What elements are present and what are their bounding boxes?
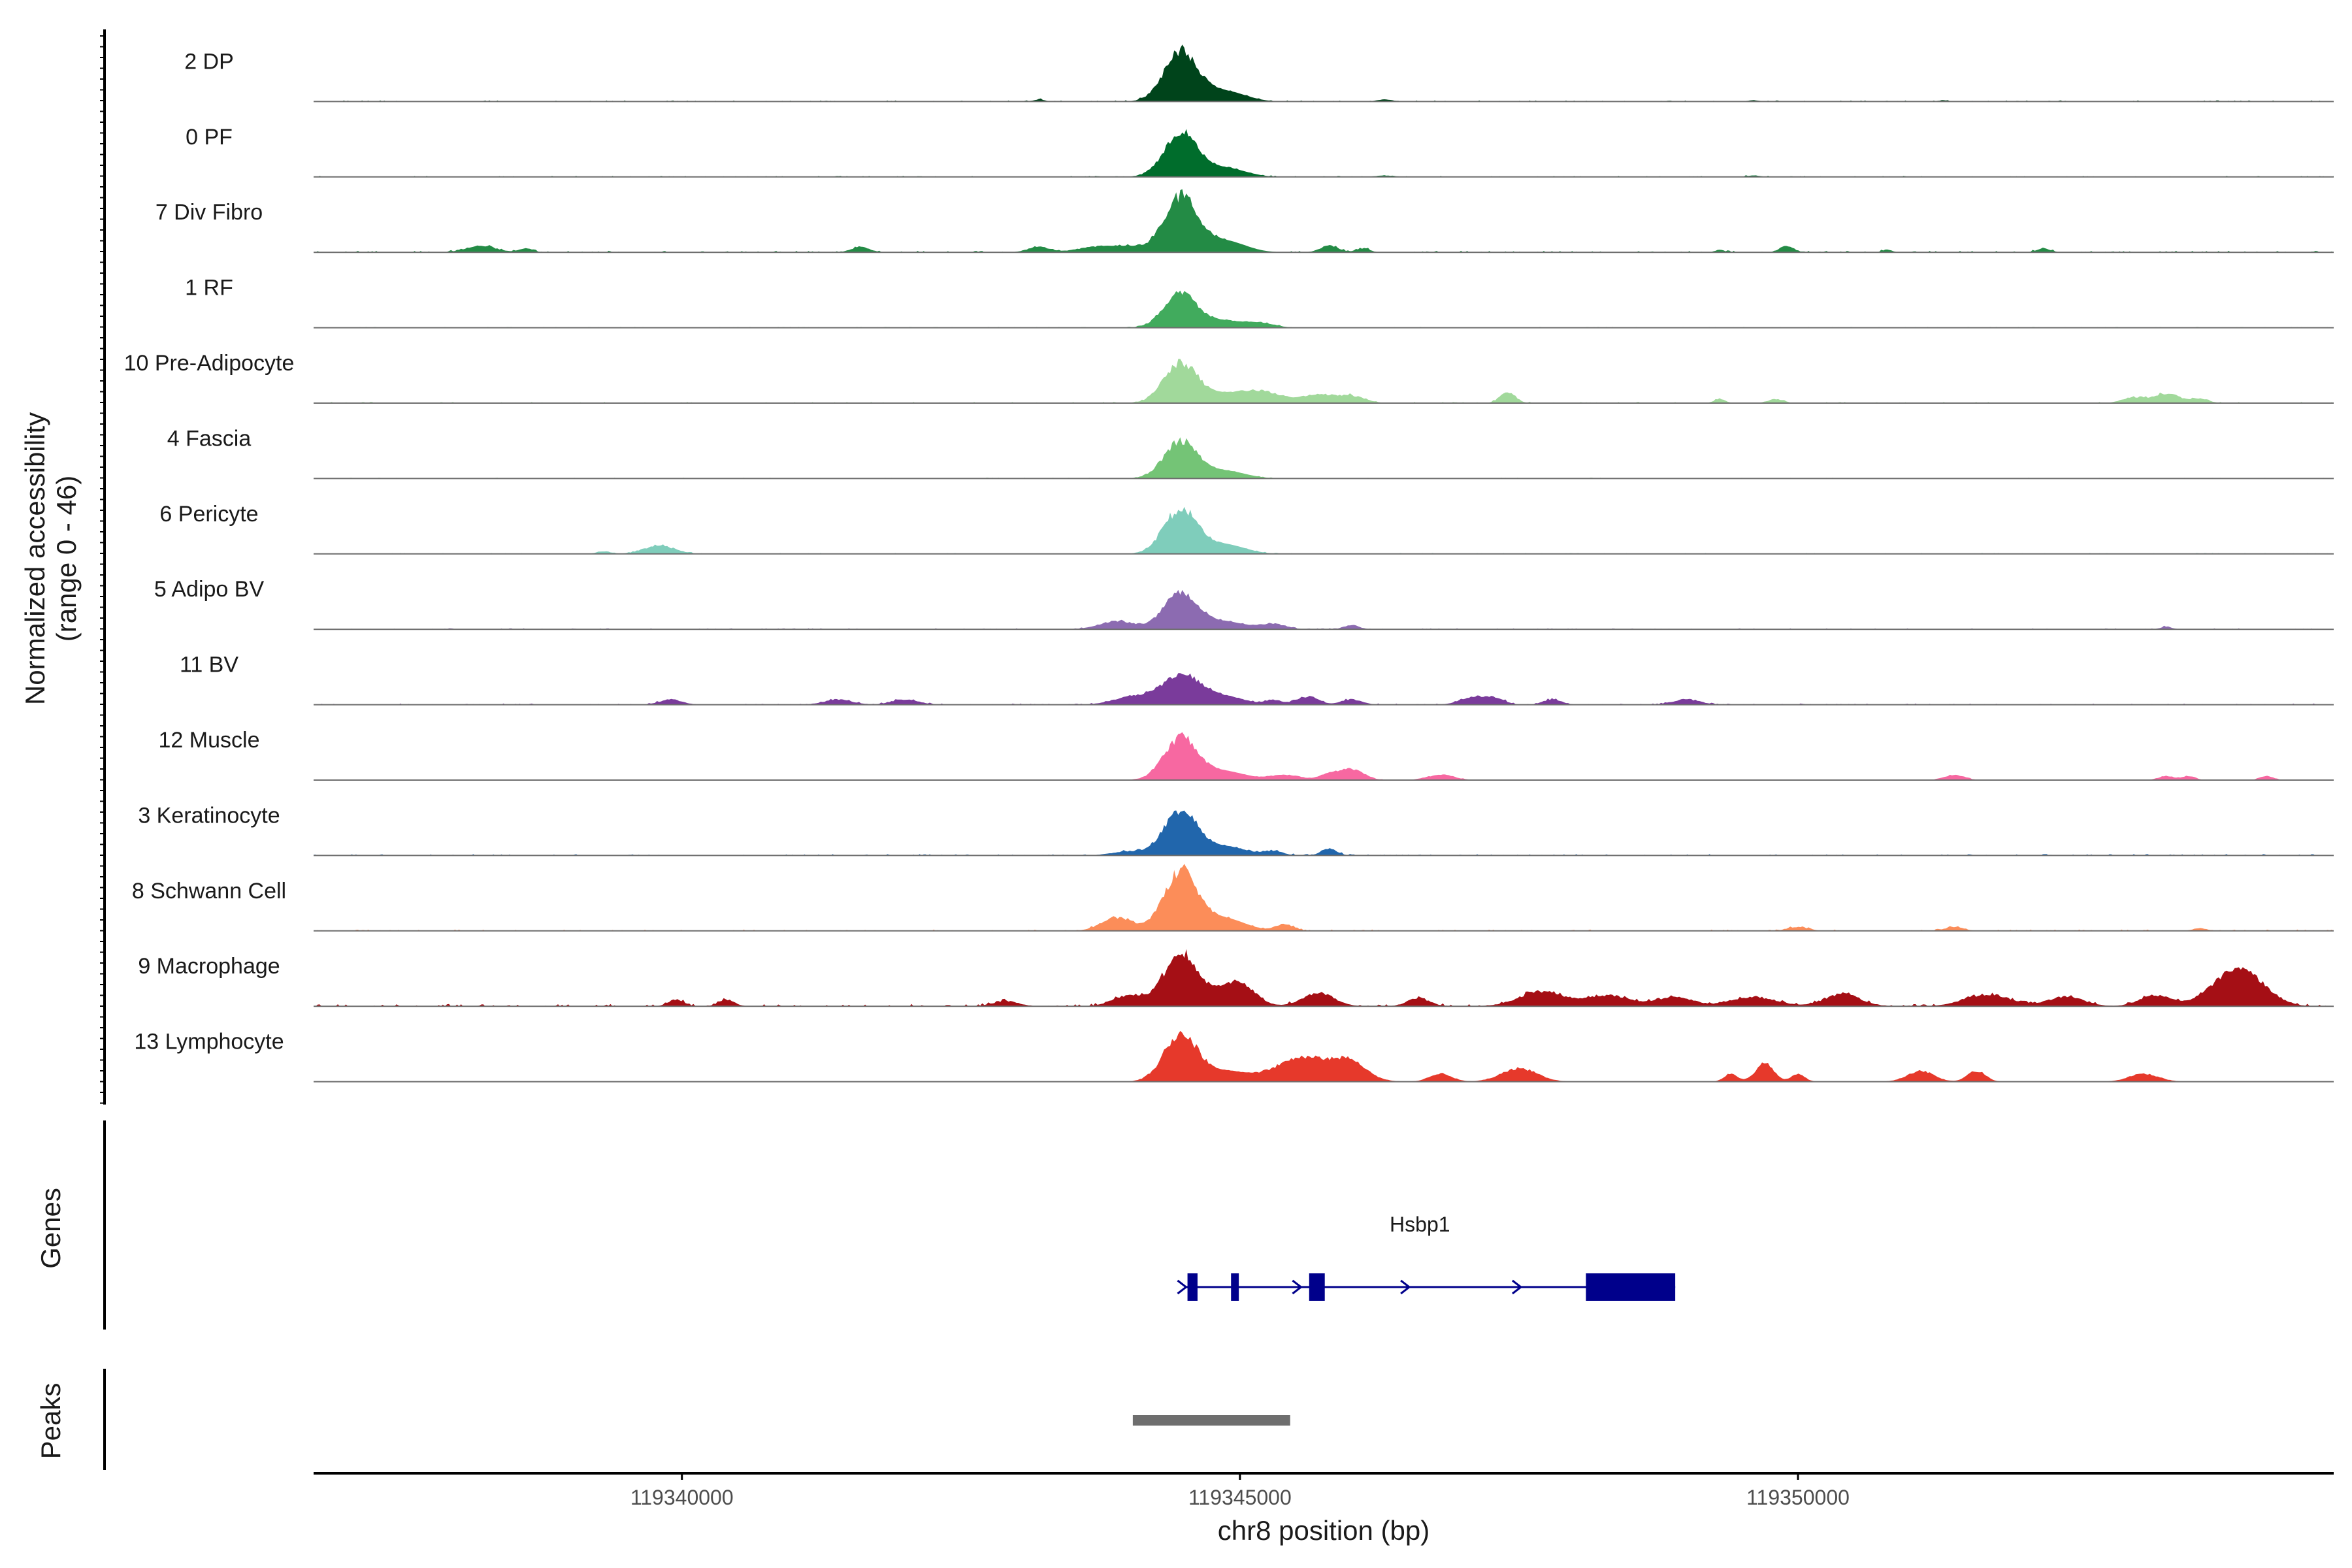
track-coverage-area xyxy=(314,44,2334,102)
track-label: 2 DP xyxy=(184,49,234,74)
track-3: 1 RF xyxy=(185,276,2334,329)
track-2: 7 Div Fibro xyxy=(155,189,2334,253)
track-label: 11 BV xyxy=(180,653,238,678)
track-label: 0 PF xyxy=(186,125,233,150)
track-coverage-area xyxy=(314,949,2334,1007)
track-label: 1 RF xyxy=(185,276,233,301)
gene-strand-arrow xyxy=(1400,1279,1411,1295)
gene-name-label: Hsbp1 xyxy=(1390,1213,1450,1236)
track-coverage-area xyxy=(314,732,2334,780)
track-1: 0 PF xyxy=(186,125,2334,178)
track-label: 7 Div Fibro xyxy=(155,200,263,225)
y-axis-title-line1: Normalized accessibility xyxy=(20,412,50,705)
x-tick-label: 119345000 xyxy=(1188,1486,1292,1509)
peak-region xyxy=(1132,1415,1290,1426)
track-coverage-area xyxy=(314,129,2334,177)
track-5: 4 Fascia xyxy=(167,426,2334,480)
track-label: 10 Pre-Adipocyte xyxy=(124,351,295,376)
track-10: 3 Keratinocyte xyxy=(138,803,2334,857)
gene-strand-arrow xyxy=(1177,1279,1188,1295)
coverage-y-axis xyxy=(100,29,106,1105)
track-coverage-area xyxy=(314,810,2334,856)
track-coverage-area xyxy=(314,589,2334,630)
track-label: 12 Muscle xyxy=(159,728,260,753)
track-8: 11 BV xyxy=(180,653,2334,706)
track-coverage-area xyxy=(314,290,2334,328)
x-axis-ticks: 119340000 119345000 119350000 xyxy=(630,1473,1850,1509)
genes-panel-title: Genes xyxy=(35,1188,66,1269)
gene-exon xyxy=(1309,1273,1325,1301)
track-4: 10 Pre-Adipocyte xyxy=(124,351,2334,404)
x-tick-label: 119340000 xyxy=(630,1486,734,1509)
gene-exon xyxy=(1187,1273,1198,1301)
gene-exon xyxy=(1586,1273,1676,1301)
track-label: 8 Schwann Cell xyxy=(132,879,286,904)
track-label: 3 Keratinocyte xyxy=(138,803,280,828)
track-13: 13 Lymphocyte xyxy=(134,1030,2334,1083)
peaks-panel-title: Peaks xyxy=(35,1383,66,1460)
gene-strand-arrow xyxy=(1512,1279,1523,1295)
track-12: 9 Macrophage xyxy=(138,949,2334,1007)
track-coverage-area xyxy=(314,437,2334,479)
track-label: 13 Lymphocyte xyxy=(134,1030,284,1054)
track-coverage-area xyxy=(314,673,2334,705)
x-tick-label: 119350000 xyxy=(1746,1486,1850,1509)
gene-track: Hsbp1 xyxy=(1177,1213,1676,1301)
track-label: 6 Pericyte xyxy=(159,502,258,527)
x-axis-title: chr8 position (bp) xyxy=(1218,1515,1430,1546)
gene-strand-arrow xyxy=(1292,1279,1303,1295)
track-6: 6 Pericyte xyxy=(159,502,2334,555)
track-7: 5 Adipo BV xyxy=(154,577,2334,630)
track-label: 4 Fascia xyxy=(167,426,252,451)
track-11: 8 Schwann Cell xyxy=(132,864,2334,932)
track-coverage-area xyxy=(314,864,2334,931)
track-coverage-area xyxy=(314,506,2334,554)
coverage-tracks: 2 DP 0 PF 7 Div Fibro 1 RF 10 Pre-Adipocyte 4… xyxy=(124,44,2334,1083)
track-coverage-area xyxy=(314,189,2334,253)
y-axis-title-line2: (range 0 - 46) xyxy=(51,476,82,642)
track-coverage-area xyxy=(314,359,2334,403)
track-label: 5 Adipo BV xyxy=(154,577,265,602)
peak-track xyxy=(1132,1415,1290,1426)
gene-exon xyxy=(1231,1273,1239,1301)
track-9: 12 Muscle xyxy=(159,728,2334,781)
track-label: 9 Macrophage xyxy=(138,954,280,979)
track-coverage-area xyxy=(314,1030,2334,1082)
track-0: 2 DP xyxy=(184,44,2334,103)
